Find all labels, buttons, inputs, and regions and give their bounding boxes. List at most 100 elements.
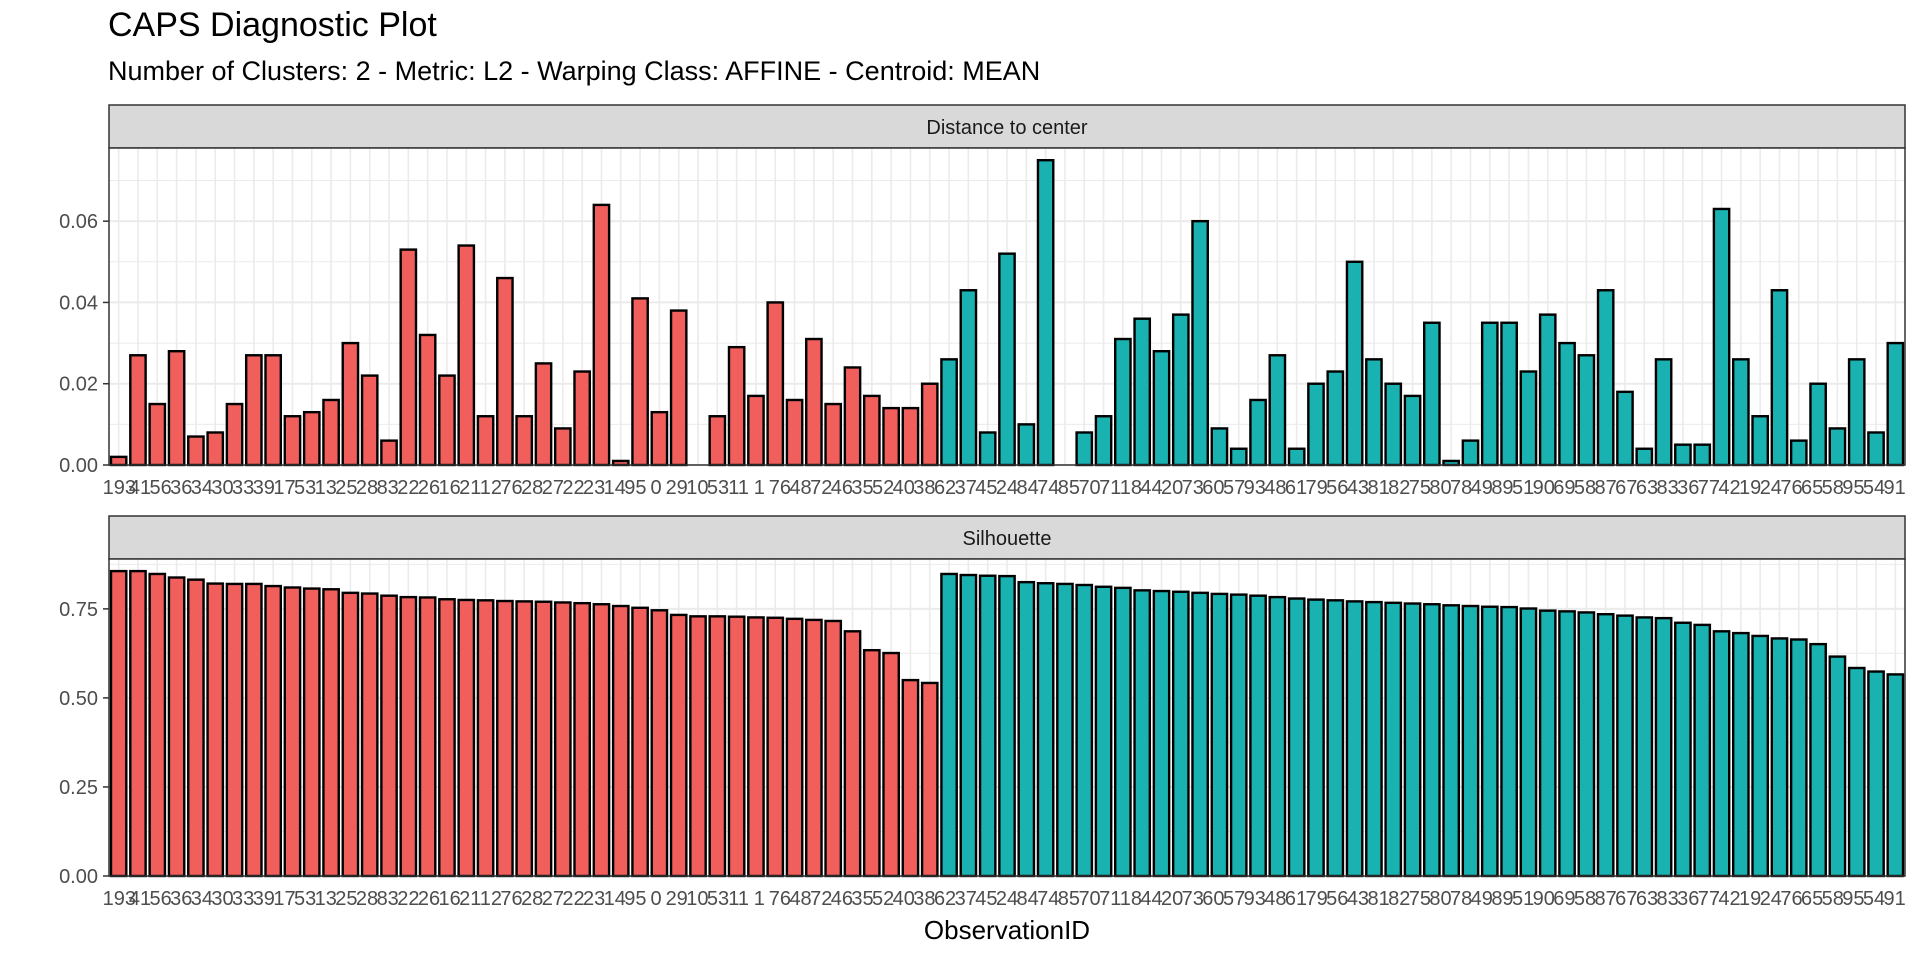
bar (920, 681, 939, 878)
bar (805, 618, 823, 878)
bar (496, 276, 514, 467)
x-tick-label: 75 (1409, 888, 1431, 910)
bar (1693, 443, 1712, 467)
bar (1770, 637, 1789, 878)
x-tick-label: 85 (1058, 888, 1080, 910)
x-tick-label: 78 (1450, 888, 1472, 910)
bar (1789, 638, 1808, 878)
bar (1577, 611, 1596, 878)
bar (1133, 589, 1152, 878)
bar (1847, 358, 1866, 467)
bar (187, 435, 205, 467)
x-tick-label: 10 (686, 888, 708, 910)
x-tick-label: 45 (975, 477, 997, 499)
bar (399, 248, 418, 467)
bar (631, 606, 649, 878)
x-tick-label: 52 (872, 477, 894, 499)
x-tick-label: 76 (1780, 477, 1802, 499)
bar (283, 586, 302, 878)
x-tick-label: 11 (728, 477, 749, 499)
x-tick-label: 63 (1636, 888, 1658, 910)
bar (225, 402, 244, 467)
bar (882, 406, 900, 467)
x-tick-label: 56 (149, 477, 171, 499)
x-tick-label: 76 (500, 888, 522, 910)
bar (167, 350, 186, 467)
bar (360, 592, 379, 878)
bar (785, 617, 804, 878)
x-tick-label: 19 (1739, 888, 1761, 910)
x-tick-label: 51 (1512, 477, 1534, 499)
x-tick-label: 95 (624, 888, 646, 910)
x-tick-label: 90 (1533, 477, 1555, 499)
bar (380, 594, 398, 878)
x-tick-label: 13 (315, 888, 337, 910)
bar (1519, 370, 1538, 467)
x-tick-label: 33 (232, 477, 254, 499)
x-tick-label: 35 (851, 477, 873, 499)
bar (1442, 604, 1461, 878)
bar (1616, 614, 1634, 878)
bar (476, 599, 495, 878)
x-tick-label: 1 (754, 477, 765, 499)
bar (399, 595, 418, 878)
x-tick-label: 20 (1161, 477, 1183, 499)
bar (1307, 382, 1325, 467)
x-tick-label: 51 (1512, 888, 1534, 910)
bar (1249, 594, 1267, 878)
bar (611, 604, 630, 878)
x-tick-label: 42 (1718, 477, 1740, 499)
x-tick-label: 27 (542, 888, 564, 910)
x-tick-label: 78 (1450, 477, 1472, 499)
bar (302, 587, 321, 878)
bar (1287, 447, 1306, 467)
bar (1345, 260, 1364, 467)
x-tick-label: 82 (1388, 477, 1410, 499)
x-tick-label: 56 (1326, 888, 1348, 910)
x-tick-label: 27 (542, 477, 564, 499)
bar (1635, 616, 1654, 878)
silhouette-panel: Silhouette0.000.250.500.7519341563634303… (59, 515, 1906, 910)
bar (534, 362, 553, 467)
x-tick-label: 28 (356, 888, 378, 910)
x-tick-label: 48 (789, 888, 811, 910)
bar (1326, 599, 1345, 878)
x-tick-label: 1 (754, 888, 765, 910)
x-tick-label: 193 (103, 888, 136, 910)
x-tick-label: 60 (1202, 477, 1224, 499)
x-tick-label: 91 (1884, 888, 1906, 910)
bar (1558, 610, 1576, 878)
x-tick-label: 28 (356, 477, 378, 499)
x-tick-label: 24 (1760, 477, 1782, 499)
x-tick-label: 20 (1161, 888, 1183, 910)
bar (187, 578, 205, 878)
bar (669, 309, 688, 467)
bar (1461, 439, 1480, 467)
bar (1616, 390, 1634, 467)
bar (1423, 321, 1441, 467)
x-tick-label: 22 (397, 477, 419, 499)
x-tick-label: 76 (1780, 888, 1802, 910)
bar (1365, 358, 1383, 467)
bar (1036, 582, 1055, 878)
bar (727, 345, 746, 467)
bar (978, 574, 997, 878)
x-tick-label: 80 (1429, 888, 1451, 910)
bar (1345, 600, 1364, 878)
bar (1500, 321, 1518, 467)
bar (708, 615, 727, 878)
bar (650, 609, 669, 878)
bar (592, 203, 611, 467)
bar (882, 651, 900, 878)
y-tick-label: 0.25 (59, 777, 98, 799)
bar (1268, 595, 1287, 878)
chart-subtitle: Number of Clusters: 2 - Metric: L2 - War… (108, 56, 1041, 86)
bar (1886, 673, 1905, 878)
x-tick-label: 42 (1718, 888, 1740, 910)
x-tick-label: 79 (1306, 888, 1328, 910)
bar (1191, 219, 1209, 467)
bar (206, 431, 225, 467)
bar (1229, 447, 1248, 467)
x-tick-label: 76 (769, 477, 791, 499)
bar (1384, 382, 1403, 467)
